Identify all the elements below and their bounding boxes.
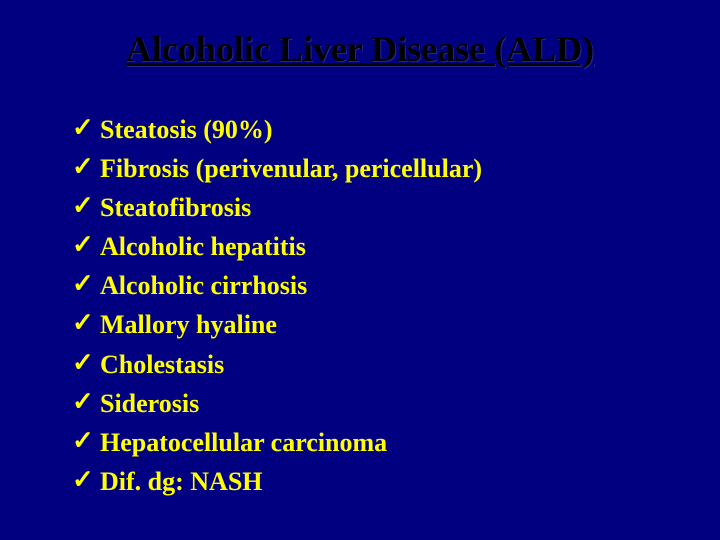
slide-title: Alcoholic Liver Disease (ALD) xyxy=(60,28,660,70)
bullet-list: ✓ Steatosis (90%) ✓ Fibrosis (perivenula… xyxy=(60,112,660,499)
check-icon: ✓ xyxy=(72,307,100,338)
list-item: ✓ Dif. dg: NASH xyxy=(72,464,660,499)
check-icon: ✓ xyxy=(72,425,100,456)
check-icon: ✓ xyxy=(72,464,100,495)
list-item-text: Fibrosis (perivenular, pericellular) xyxy=(100,151,482,186)
check-icon: ✓ xyxy=(72,347,100,378)
list-item: ✓ Mallory hyaline xyxy=(72,307,660,342)
check-icon: ✓ xyxy=(72,229,100,260)
list-item-text: Dif. dg: NASH xyxy=(100,464,263,499)
list-item-text: Cholestasis xyxy=(100,347,224,382)
list-item-text: Alcoholic hepatitis xyxy=(100,229,306,264)
list-item: ✓ Hepatocellular carcinoma xyxy=(72,425,660,460)
check-icon: ✓ xyxy=(72,386,100,417)
slide: Alcoholic Liver Disease (ALD) ✓ Steatosi… xyxy=(0,0,720,540)
list-item: ✓ Siderosis xyxy=(72,386,660,421)
list-item: ✓ Alcoholic hepatitis xyxy=(72,229,660,264)
list-item: ✓ Cholestasis xyxy=(72,347,660,382)
list-item-text: Hepatocellular carcinoma xyxy=(100,425,387,460)
list-item: ✓ Steatofibrosis xyxy=(72,190,660,225)
check-icon: ✓ xyxy=(72,268,100,299)
list-item-text: Siderosis xyxy=(100,386,199,421)
list-item: ✓ Fibrosis (perivenular, pericellular) xyxy=(72,151,660,186)
check-icon: ✓ xyxy=(72,190,100,221)
list-item: ✓ Alcoholic cirrhosis xyxy=(72,268,660,303)
list-item-text: Steatosis (90%) xyxy=(100,112,273,147)
list-item-text: Alcoholic cirrhosis xyxy=(100,268,307,303)
list-item: ✓ Steatosis (90%) xyxy=(72,112,660,147)
check-icon: ✓ xyxy=(72,151,100,182)
check-icon: ✓ xyxy=(72,112,100,143)
list-item-text: Mallory hyaline xyxy=(100,307,277,342)
list-item-text: Steatofibrosis xyxy=(100,190,251,225)
